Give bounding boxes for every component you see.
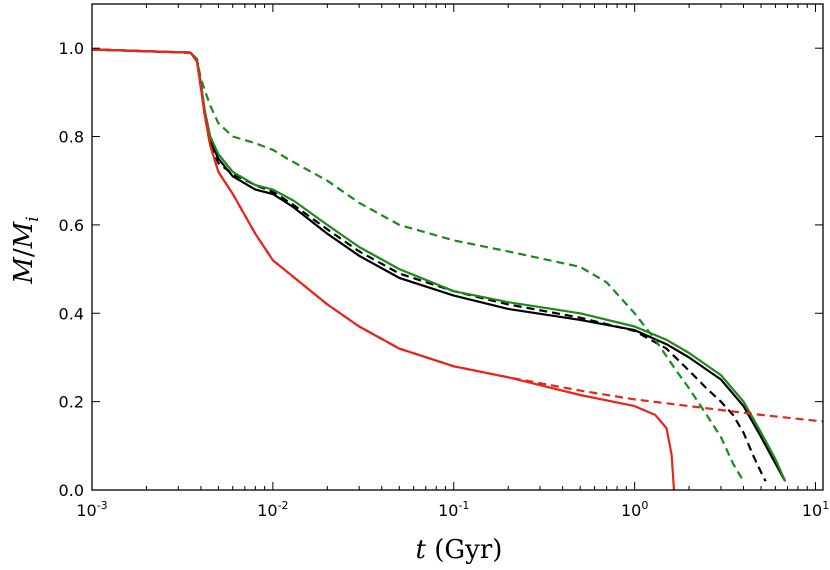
series-line-green-dashed <box>91 48 745 482</box>
y-tick-label: 0.2 <box>59 393 84 412</box>
y-tick-label: 0.6 <box>59 216 84 235</box>
x-tick-exponent: 0 <box>641 499 648 512</box>
x-tick-exponent: -3 <box>97 499 108 512</box>
x-tick-base: 10 <box>621 501 641 520</box>
tick-layer <box>91 4 823 491</box>
series-line-red-dashed <box>91 48 824 423</box>
x-tick-label: 10-2 <box>257 499 288 520</box>
x-tick-base: 10 <box>257 501 277 520</box>
tick-label-layer: 0.00.20.40.60.81.010-3 10-2 10-1 100 101 <box>59 39 830 520</box>
x-axis-var: t <box>416 535 427 565</box>
x-tick-exponent: -2 <box>278 499 289 512</box>
x-axis-title: t (Gyr) <box>416 535 503 565</box>
series-line-black-solid <box>91 48 787 482</box>
series-line-black-dashed <box>91 48 767 482</box>
series-layer <box>91 48 824 491</box>
x-tick-label: 101 <box>802 499 829 520</box>
x-axis-unit: (Gyr) <box>434 535 502 565</box>
series-line-green-solid <box>91 48 787 482</box>
y-axis-num: M <box>9 256 39 285</box>
y-axis-den: M <box>9 220 39 249</box>
x-tick-exponent: -1 <box>458 499 469 512</box>
y-tick-label: 0.8 <box>59 128 84 147</box>
x-tick-label: 10-1 <box>438 499 469 520</box>
x-tick-base: 10 <box>76 501 96 520</box>
y-tick-label: 0.0 <box>59 481 84 500</box>
x-tick-label: 10-3 <box>76 499 107 520</box>
plot-frame <box>91 3 824 491</box>
y-axis-title: M/Mi <box>9 216 43 284</box>
x-tick-exponent: 1 <box>822 499 829 512</box>
x-tick-base: 10 <box>438 501 458 520</box>
y-axis-sub: i <box>23 216 43 221</box>
x-tick-base: 10 <box>802 501 822 520</box>
y-tick-label: 1.0 <box>59 39 84 58</box>
y-tick-label: 0.4 <box>59 304 84 323</box>
x-tick-label: 100 <box>621 499 648 520</box>
